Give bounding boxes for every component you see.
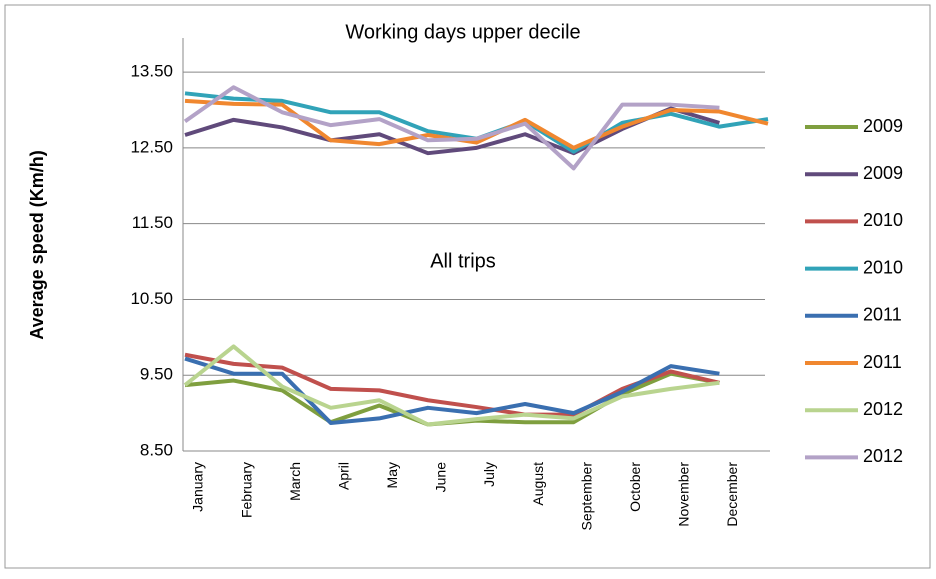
x-tick-label: May	[384, 462, 400, 488]
y-tick-label: 9.50	[140, 365, 173, 384]
x-tick-label: December	[724, 462, 740, 527]
legend-label: 2012	[863, 446, 903, 466]
y-tick-label: 8.50	[140, 440, 173, 459]
x-tick-label: September	[578, 462, 594, 531]
series-line	[184, 356, 720, 425]
y-axis-title: Average speed (Km/h)	[27, 150, 47, 339]
series-line	[183, 85, 720, 171]
chart-border	[4, 4, 931, 569]
x-tick-label: March	[287, 462, 303, 501]
x-tick-label: April	[335, 462, 351, 490]
x-tick-label: June	[433, 462, 449, 493]
annotation: All trips	[430, 250, 496, 272]
annotation: Working days upper decile	[345, 21, 580, 43]
y-tick-label: 10.50	[130, 289, 173, 308]
y-tick-label: 12.50	[130, 137, 173, 156]
legend-label: 2011	[863, 305, 902, 325]
legend-label: 2009	[863, 116, 903, 136]
x-tick-label: February	[238, 462, 254, 518]
x-tick-label: October	[627, 462, 643, 512]
legend-label: 2010	[863, 210, 903, 230]
x-tick-label: August	[530, 462, 546, 506]
legend-label: 2009	[863, 163, 903, 183]
x-tick-label: January	[190, 462, 206, 512]
legend-label: 2010	[863, 257, 903, 277]
series-line	[183, 344, 720, 427]
x-tick-label: November	[676, 462, 692, 527]
y-tick-label: 13.50	[130, 62, 173, 81]
legend-label: 2011	[863, 352, 902, 372]
legend-label: 2012	[863, 399, 903, 419]
series-line	[184, 98, 769, 150]
x-tick-label: July	[481, 462, 497, 487]
y-tick-label: 11.50	[132, 213, 173, 232]
